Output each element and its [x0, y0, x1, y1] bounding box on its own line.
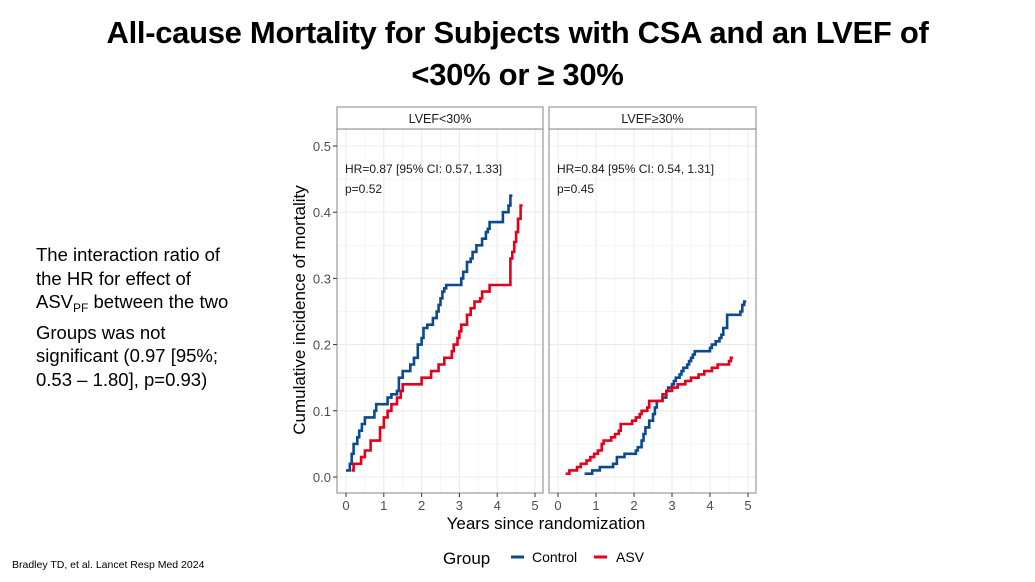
y-tick-label: 0.3: [313, 271, 331, 286]
x-tick-label: 2: [630, 498, 637, 513]
slide-title-line1: All-cause Mortality for Subjects with CS…: [106, 15, 929, 50]
y-axis-title: Cumulative incidence of mortality: [290, 185, 309, 435]
x-tick-label: 3: [456, 498, 463, 513]
hr-annotation: HR=0.84 [95% CI: 0.54, 1.31]: [557, 162, 714, 176]
note-line-rest: between the two: [88, 291, 229, 312]
x-tick-label: 5: [744, 498, 751, 513]
legend-label-control: Control: [532, 549, 577, 565]
strip-box: [548, 106, 757, 130]
note-line: The interaction ratio of: [36, 244, 221, 265]
panel-background: [337, 129, 543, 493]
x-tick-label: 0: [554, 498, 561, 513]
note-line: the HR for effect of: [36, 267, 191, 289]
y-tick-label: 0.2: [313, 338, 331, 353]
note-line: Groups was not: [36, 321, 166, 343]
panel-lvef-ge-30: LVEF≥30% HR=0.84 [95% CI: 0.54, 1.31] p=0.…: [548, 106, 757, 513]
strip-box: [336, 106, 544, 130]
panel-background: [549, 129, 756, 493]
x-tick-label: 4: [706, 498, 713, 513]
note-line: 0.53 – 1.80], p=0.93): [36, 368, 208, 390]
note-line: significant (0.97 [95%;: [36, 345, 219, 366]
chart-panels: LVEF<30% HR=0.87 [95% CI: 0.57, 1.33] p=0.…: [336, 106, 757, 513]
x-tick-label: 1: [592, 498, 599, 513]
y-tick-label: 0.5: [313, 139, 331, 154]
km-curve-control: [346, 194, 513, 472]
y-tick-label: 0.4: [313, 205, 331, 220]
x-tick-label: 4: [494, 498, 501, 513]
x-tick-label: 1: [380, 498, 387, 513]
p-value-annotation: p=0.52: [345, 182, 382, 196]
hr-annotation: HR=0.87 [95% CI: 0.57, 1.33]: [345, 162, 502, 176]
x-tick-label: 2: [418, 498, 425, 513]
slide-title: All-cause Mortality for Subjects with CS…: [0, 12, 1035, 96]
note-asv: ASV: [36, 291, 74, 312]
strip-label: LVEF<30%: [409, 112, 472, 126]
panel-lvef-lt-30: LVEF<30% HR=0.87 [95% CI: 0.57, 1.33] p=0.…: [336, 106, 544, 513]
citation: Bradley TD, et al. Lancet Resp Med 2024: [12, 559, 205, 571]
x-axis-title: Years since randomization: [447, 514, 646, 533]
interaction-note: The interaction ratio of the HR for effe…: [36, 243, 286, 391]
x-tick-label: 5: [531, 498, 538, 513]
note-line: ASVPF between the two: [36, 290, 286, 321]
km-curve-asv: [565, 356, 733, 475]
y-tick-label: 0.0: [313, 470, 331, 485]
km-curve-asv: [351, 204, 523, 472]
legend-label-asv: ASV: [616, 549, 645, 565]
x-tick-label: 0: [342, 498, 349, 513]
note-subscript-pf: PF: [73, 301, 89, 315]
y-axis: 0.0 0.1 0.2 0.3 0.4 0.5: [313, 139, 337, 485]
km-curve-control: [584, 300, 747, 475]
legend-title: Group: [443, 549, 490, 568]
y-tick-label: 0.1: [313, 404, 331, 419]
legend: Group Control ASV: [443, 549, 645, 568]
slide-title-line2: <30% or ≥ 30%: [411, 57, 624, 92]
p-value-annotation: p=0.45: [557, 182, 594, 196]
x-tick-label: 3: [668, 498, 675, 513]
strip-label: LVEF≥30%: [621, 112, 683, 126]
